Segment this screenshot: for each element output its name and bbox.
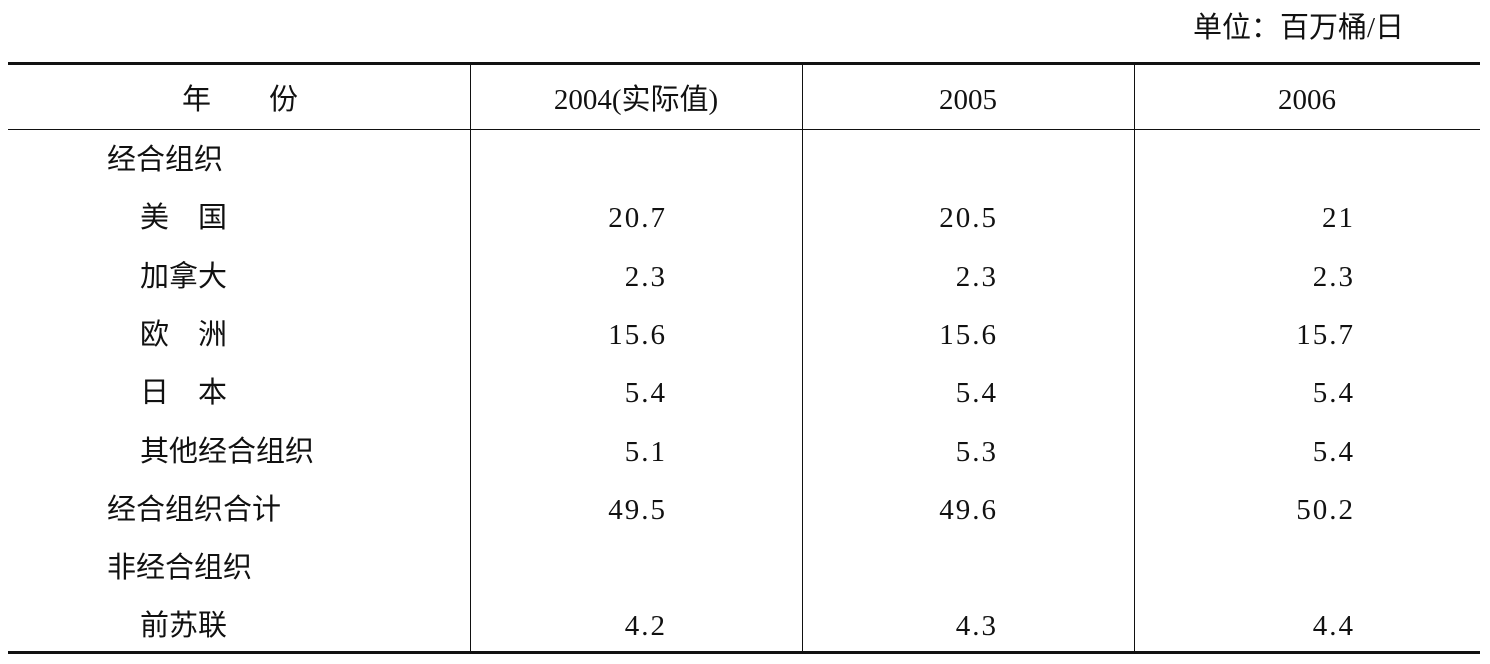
header-cell: 年 份 (181, 84, 298, 116)
cell-value: 4.3 (955, 610, 998, 643)
header-cell: 2004(实际值) (553, 84, 719, 116)
row-label: 日 本 (140, 377, 228, 410)
cell-value: 2.3 (955, 260, 998, 293)
header-rule (8, 129, 1480, 130)
top-rule (8, 62, 1480, 65)
cell-value: 15.6 (939, 318, 998, 351)
group-label: 经合组织合计 (107, 493, 282, 526)
cell-value: 4.2 (624, 610, 667, 643)
cell-value: 5.1 (624, 435, 667, 468)
row-label: 欧 洲 (140, 318, 228, 351)
column-rule (802, 64, 803, 652)
cell-value: 15.7 (1296, 318, 1355, 351)
column-rule (470, 64, 471, 652)
bottom-rule (8, 651, 1480, 654)
cell-value: 20.5 (939, 202, 998, 235)
row-label: 其他经合组织 (140, 435, 315, 468)
cell-value: 4.4 (1312, 610, 1355, 643)
cell-value: 21 (1322, 202, 1355, 235)
cell-value: 5.4 (1312, 435, 1355, 468)
row-label: 美 国 (140, 202, 228, 235)
cell-value: 5.3 (955, 435, 998, 468)
row-label: 前苏联 (140, 610, 228, 643)
cell-value: 2.3 (624, 260, 667, 293)
cell-value: 49.6 (939, 493, 998, 526)
cell-value: 15.6 (608, 318, 667, 351)
cell-value: 5.4 (624, 377, 667, 410)
unit-note: 单位：百万桶/日 (1192, 12, 1404, 44)
header-cell: 2006 (1278, 84, 1336, 116)
cell-value: 5.4 (955, 377, 998, 410)
header-cell: 2005 (939, 84, 997, 116)
group-label: 经合组织 (107, 144, 224, 176)
cell-value: 49.5 (608, 493, 667, 526)
column-rule (1134, 64, 1135, 652)
group-label: 非经合组织 (107, 552, 253, 585)
row-label: 加拿大 (140, 260, 228, 293)
cell-value: 5.4 (1312, 377, 1355, 410)
cell-value: 2.3 (1312, 260, 1355, 293)
cell-value: 50.2 (1296, 493, 1355, 526)
cell-value: 20.7 (608, 202, 667, 235)
